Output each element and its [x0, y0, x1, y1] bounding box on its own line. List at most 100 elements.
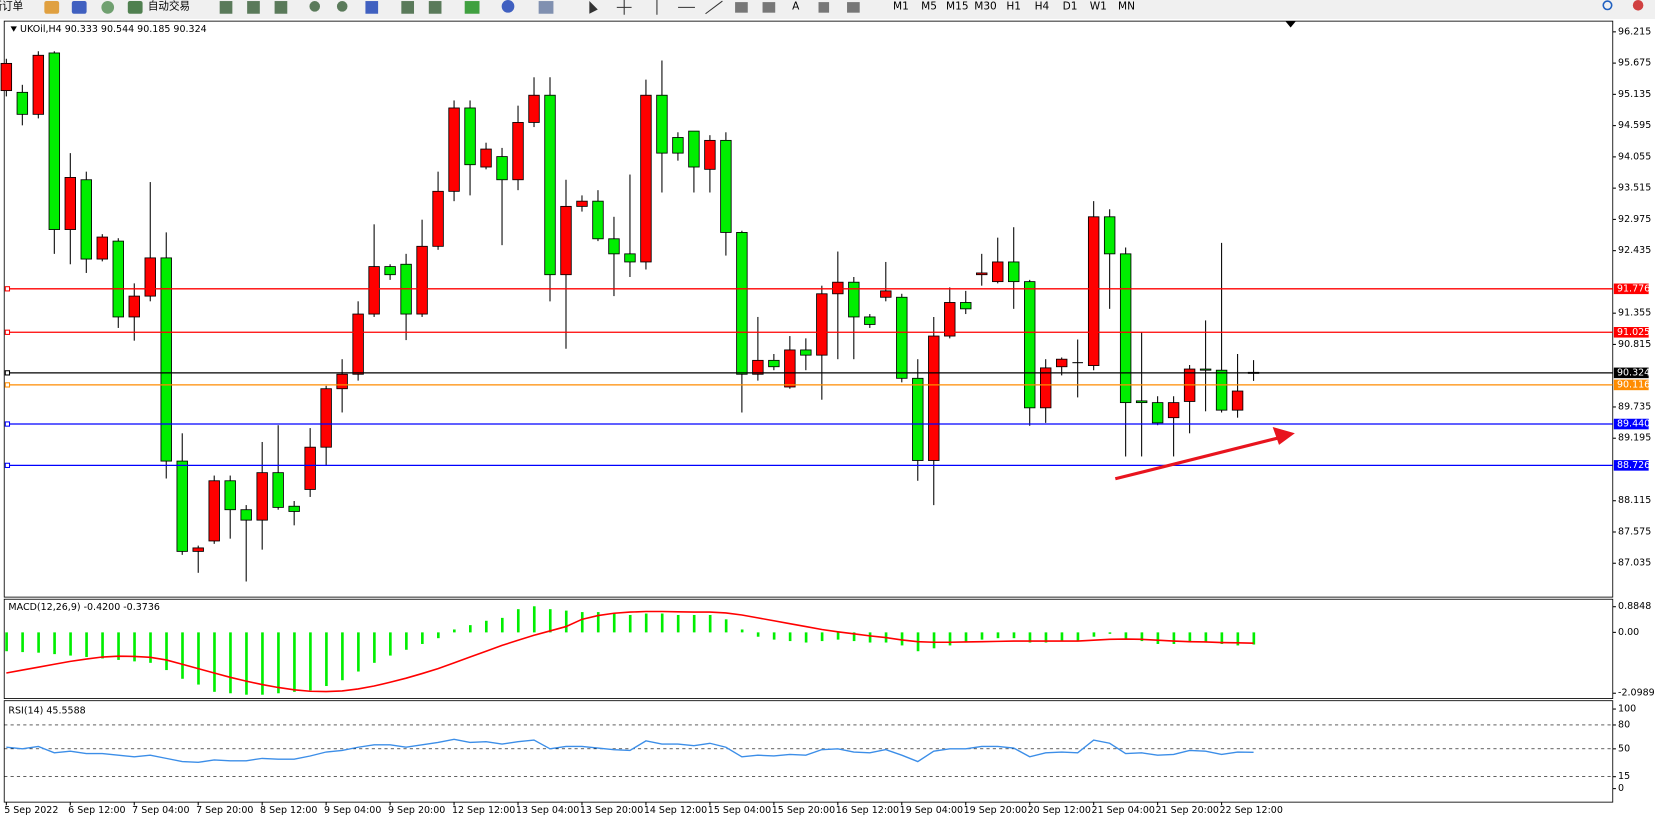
timeframe-button[interactable]: D1	[1063, 0, 1078, 12]
timeframe-button[interactable]: MN	[1118, 0, 1135, 12]
x-tick-label: 7 Sep 20:00	[196, 805, 253, 816]
macd-bar	[357, 632, 360, 672]
auto-trading-icon[interactable]	[127, 1, 143, 14]
candle-body	[416, 245, 428, 315]
candle-body	[688, 130, 700, 168]
crosshair-icon[interactable]	[616, 0, 632, 15]
macd-bar	[1220, 632, 1224, 644]
icon[interactable]	[336, 1, 348, 12]
icon[interactable]	[464, 1, 480, 14]
candle-body	[128, 295, 140, 318]
x-tick-label: 6 Sep 12:00	[68, 805, 125, 816]
candle-body	[672, 137, 684, 154]
icon[interactable]	[101, 1, 115, 14]
icon[interactable]	[365, 1, 379, 14]
macd-bar	[1028, 632, 1032, 643]
icon[interactable]	[44, 1, 60, 14]
icon[interactable]	[538, 1, 554, 14]
timeframe-button[interactable]: M15	[946, 0, 969, 12]
candle-body	[1119, 253, 1132, 404]
y-tick-label: 92.435	[1618, 245, 1651, 256]
icon[interactable]	[818, 2, 830, 13]
candle-body	[480, 148, 492, 168]
x-tick-label: 9 Sep 20:00	[388, 805, 445, 816]
icon[interactable]	[274, 1, 288, 14]
y-tick-label: 87.035	[1618, 558, 1651, 569]
candle-body	[144, 257, 156, 297]
candle-body	[176, 460, 188, 552]
macd-bar	[1172, 632, 1176, 644]
candle-body	[928, 335, 940, 461]
icon[interactable]	[501, 0, 515, 13]
candle-body	[560, 205, 572, 276]
y-tick-label: -2.0989	[1618, 688, 1655, 699]
timeframe-button[interactable]: M30	[974, 0, 997, 12]
macd-bar	[964, 632, 968, 643]
candle-body	[352, 313, 364, 375]
timeframe-button[interactable]: M1	[893, 0, 909, 12]
search-icon[interactable]	[1602, 0, 1613, 11]
y-tick-label: 91.355	[1618, 308, 1651, 319]
timeframe-button[interactable]: H1	[1006, 0, 1021, 12]
candle-body	[16, 91, 29, 115]
timeframe-button[interactable]: H4	[1035, 0, 1050, 12]
macd-bar	[500, 617, 504, 633]
line-tools[interactable]	[656, 0, 723, 15]
icon[interactable]	[428, 1, 442, 14]
x-tick-label: 15 Sep 04:00	[708, 805, 771, 816]
icon[interactable]	[219, 1, 233, 14]
level-label-bg	[1613, 283, 1649, 295]
level-label-bg	[1613, 418, 1649, 430]
timeframe-button[interactable]: M5	[921, 0, 937, 12]
auto-trading-button[interactable]: 自动交易	[148, 0, 190, 12]
candle-body	[192, 547, 204, 552]
candle-body	[784, 349, 796, 388]
x-tick-label: 9 Sep 04:00	[324, 805, 381, 816]
macd-bar	[1252, 632, 1256, 645]
x-tick-label: 21 Sep 04:00	[1092, 805, 1155, 816]
icon[interactable]	[71, 1, 87, 14]
cursor-icon[interactable]	[589, 1, 598, 14]
macd-bar	[133, 632, 136, 662]
macd-bar	[373, 632, 376, 663]
macd-bar	[37, 632, 40, 653]
macd-bar	[421, 632, 424, 644]
candle-body	[464, 107, 476, 166]
macd-bar	[1076, 632, 1080, 642]
icon[interactable]	[847, 2, 860, 13]
macd-bar	[1060, 632, 1064, 642]
macd-bar	[389, 632, 392, 656]
candle-body	[48, 52, 61, 230]
new-order-button[interactable]: 新订单	[0, 0, 23, 12]
macd-bar	[868, 632, 872, 643]
macd-bar	[181, 632, 184, 679]
candle-body	[224, 480, 236, 511]
x-tick-label: 15 Sep 20:00	[772, 805, 835, 816]
icon[interactable]	[309, 1, 321, 12]
toolbar: 新订单 自动交易 A M1 M5 M15 M30 H1 H4 D1 W1 MN	[0, 0, 1655, 20]
macd-bar	[772, 632, 776, 640]
x-tick-label: 14 Sep 12:00	[644, 805, 707, 816]
candle-body	[816, 293, 828, 356]
icon[interactable]	[401, 1, 415, 14]
macd-bar	[437, 632, 440, 639]
macd-bar	[804, 632, 808, 643]
macd-bar	[596, 612, 600, 633]
macd-bar	[820, 632, 824, 642]
timeframe-button[interactable]: W1	[1090, 0, 1107, 12]
icon[interactable]	[247, 1, 260, 14]
y-tick-label: 100	[1618, 704, 1636, 715]
candle-body	[1087, 216, 1100, 366]
icon[interactable]	[762, 2, 776, 13]
level-label: 90.116	[1617, 379, 1650, 390]
macd-bar	[229, 632, 232, 694]
icon[interactable]	[735, 2, 748, 13]
y-tick-label: 93.515	[1618, 183, 1651, 194]
macd-bar	[564, 610, 568, 633]
text-tool[interactable]: A	[792, 0, 800, 12]
x-tick-label: 20 Sep 12:00	[1028, 805, 1091, 816]
x-tick-label: 22 Sep 12:00	[1219, 805, 1282, 816]
notification-icon[interactable]	[1632, 0, 1644, 11]
macd-bar	[484, 620, 488, 633]
candle-body	[112, 240, 124, 318]
